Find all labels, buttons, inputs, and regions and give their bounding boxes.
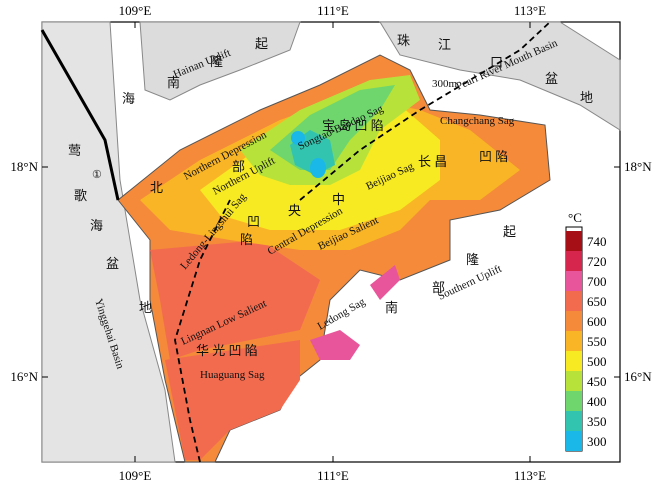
cn-label: 隆 xyxy=(210,54,223,69)
legend-tick-label: 650 xyxy=(587,294,607,309)
y-tick-label: 16°N xyxy=(10,369,38,384)
cn-label: 珠 xyxy=(397,33,410,48)
field-700b xyxy=(370,265,400,300)
field-700 xyxy=(310,330,360,360)
cn-label: 地 xyxy=(580,90,593,105)
legend-swatch xyxy=(566,291,582,311)
legend-swatch xyxy=(566,351,582,371)
region-label: Changchang Sag xyxy=(440,115,515,127)
cn-label: 央 xyxy=(288,203,301,218)
legend-swatch xyxy=(566,231,582,251)
legend-swatch xyxy=(566,331,582,351)
pearl-river-land xyxy=(379,21,621,131)
cn-label: 凹 陷 xyxy=(479,149,508,164)
legend-swatch xyxy=(566,391,582,411)
legend-tick-label: 550 xyxy=(587,334,607,349)
cn-label: 部 xyxy=(232,159,245,174)
x-tick-label: 109°E xyxy=(119,3,152,18)
field-300b xyxy=(291,131,305,145)
cn-label: 起 xyxy=(255,36,268,51)
legend-tick-label: 720 xyxy=(587,254,607,269)
y-tick-label: 18°N xyxy=(624,159,652,174)
legend-tick-label: 300 xyxy=(587,434,607,449)
cn-label: 长 昌 xyxy=(418,154,447,169)
boundary xyxy=(174,199,231,463)
fault xyxy=(40,29,120,201)
region-label: ① xyxy=(92,169,102,181)
legend-tick-label: 740 xyxy=(587,234,607,249)
x-tick-label: 113°E xyxy=(514,468,546,483)
legend-tick-label: 600 xyxy=(587,314,607,329)
yinggehai-land xyxy=(41,21,176,463)
isobath xyxy=(299,21,551,201)
legend-swatch xyxy=(566,251,582,271)
cn-label: 北 xyxy=(150,180,163,195)
x-tick-label: 111°E xyxy=(317,468,349,483)
cn-label: 中 xyxy=(332,192,345,207)
cn-label: 起 xyxy=(503,224,516,239)
region-label: Huaguang Sag xyxy=(200,369,265,381)
cn-label: 歌 xyxy=(74,188,87,203)
x-tick-label: 111°E xyxy=(317,3,349,18)
cn-label: 莺 xyxy=(68,143,81,158)
legend-tick-label: 700 xyxy=(587,274,607,289)
cn-label: 口 xyxy=(490,55,503,70)
cn-label: 海 xyxy=(90,218,103,233)
cn-label: 宝 岛 凹 陷 xyxy=(322,118,384,133)
legend-swatch xyxy=(566,271,582,291)
legend-swatch xyxy=(566,411,582,431)
legend-swatch xyxy=(566,431,582,451)
cn-label: 南 xyxy=(167,75,180,90)
legend-swatch xyxy=(566,311,582,331)
cn-label: 盆 xyxy=(106,256,119,271)
field-650b xyxy=(165,340,300,460)
legend-tick-label: 500 xyxy=(587,354,607,369)
cn-label: 陷 xyxy=(240,232,253,247)
cn-label: 南 xyxy=(385,300,398,315)
cn-label: 部 xyxy=(432,280,445,295)
field-300 xyxy=(310,158,326,178)
cn-label: 凹 xyxy=(247,214,260,229)
field-650 xyxy=(150,240,320,360)
x-tick-label: 109°E xyxy=(119,468,152,483)
cn-label: 海 xyxy=(122,91,135,106)
y-tick-label: 18°N xyxy=(10,159,38,174)
hainan-land xyxy=(139,21,301,101)
cn-label: 华 光 凹 陷 xyxy=(196,343,258,358)
cn-label: 盆 xyxy=(545,71,558,86)
cn-label: 隆 xyxy=(466,252,479,267)
legend-tick-label: 450 xyxy=(587,374,607,389)
cn-label: 江 xyxy=(438,37,451,52)
legend-unit: °C xyxy=(568,210,582,225)
region-label: 300m xyxy=(432,78,458,90)
y-tick-label: 16°N xyxy=(624,369,652,384)
cn-label: 地 xyxy=(139,300,152,315)
legend-tick-label: 350 xyxy=(587,414,607,429)
x-tick-label: 113°E xyxy=(514,3,546,18)
legend-swatch xyxy=(566,371,582,391)
legend-tick-label: 400 xyxy=(587,394,607,409)
